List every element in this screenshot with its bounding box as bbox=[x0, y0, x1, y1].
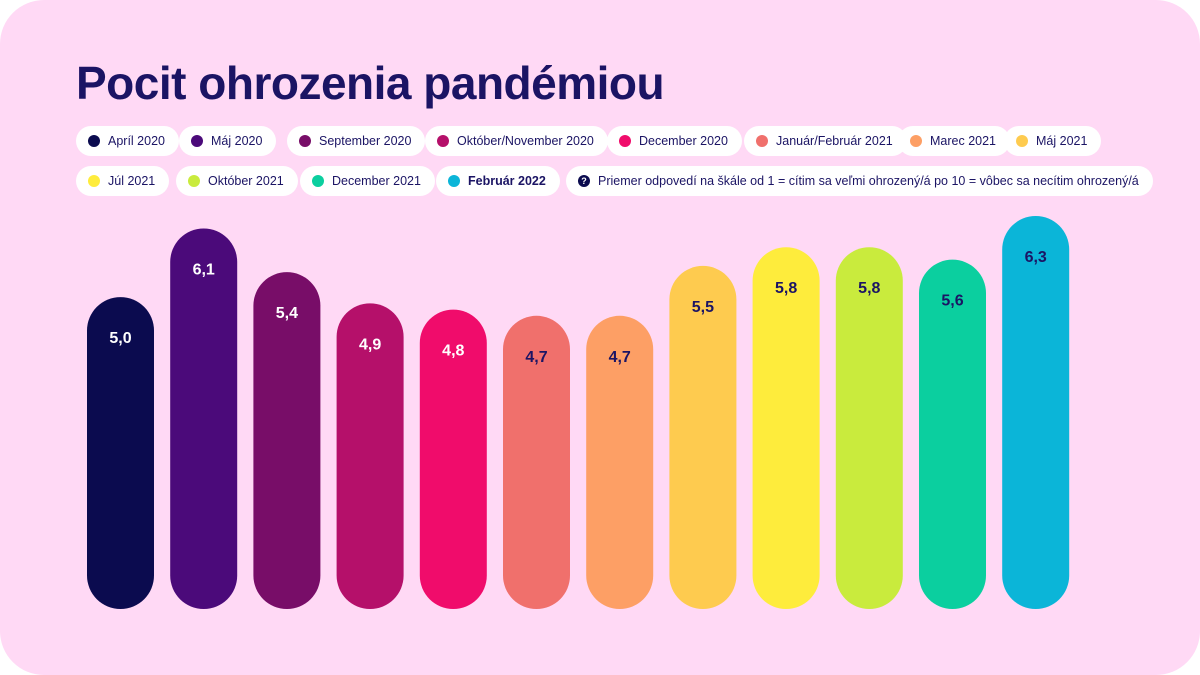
bar-11 bbox=[919, 259, 986, 609]
legend-label: Marec 2021 bbox=[930, 134, 997, 148]
bar-9 bbox=[752, 247, 820, 609]
bar-value-label: 4,9 bbox=[359, 336, 381, 353]
bar-value-label: 6,1 bbox=[193, 261, 215, 278]
legend-item-maj-2021: Máj 2021 bbox=[1004, 126, 1102, 156]
bar-7 bbox=[586, 315, 654, 609]
legend-swatch bbox=[188, 175, 200, 187]
scale-note-text: Priemer odpovedí na škále od 1 = cítim s… bbox=[598, 174, 1139, 188]
legend-label: December 2021 bbox=[332, 174, 421, 188]
bar-value-label: 5,0 bbox=[109, 330, 131, 347]
legend-item-september-2020: September 2020 bbox=[287, 126, 426, 156]
legend-label: Október 2021 bbox=[208, 174, 284, 188]
legend-swatch bbox=[88, 175, 100, 187]
bar-5 bbox=[419, 309, 487, 609]
bar-value-label: 4,7 bbox=[609, 349, 631, 366]
legend-label: Máj 2020 bbox=[211, 134, 263, 148]
legend-swatch bbox=[1016, 135, 1028, 147]
legend-item-marec-2021: Marec 2021 bbox=[898, 126, 1011, 156]
legend-scale-note: ? Priemer odpovedí na škále od 1 = cítim… bbox=[566, 166, 1153, 196]
legend-item-december-2020: December 2020 bbox=[607, 126, 742, 156]
legend-label: September 2020 bbox=[319, 134, 412, 148]
bar-value-label: 5,8 bbox=[858, 280, 880, 297]
bar-value-label: 4,7 bbox=[525, 349, 547, 366]
legend-item-januar-februar-2021: Január/Február 2021 bbox=[744, 126, 907, 156]
legend-item-december-2021: December 2021 bbox=[300, 166, 435, 196]
legend-swatch bbox=[756, 135, 768, 147]
legend-label: December 2020 bbox=[639, 134, 728, 148]
legend-item-maj-2020: Máj 2020 bbox=[179, 126, 277, 156]
bar-value-label: 6,3 bbox=[1025, 249, 1047, 266]
legend-swatch bbox=[299, 135, 311, 147]
legend-label: Apríl 2020 bbox=[108, 134, 165, 148]
legend-swatch bbox=[910, 135, 922, 147]
legend-label: Júl 2021 bbox=[108, 174, 156, 188]
legend-item-jul-2021: Júl 2021 bbox=[76, 166, 170, 196]
legend-label: Január/Február 2021 bbox=[776, 134, 893, 148]
bar-4 bbox=[336, 303, 404, 609]
legend-label: Október/November 2020 bbox=[457, 134, 594, 148]
bar-12 bbox=[1002, 216, 1070, 609]
legend-item-april-2020: Apríl 2020 bbox=[76, 126, 179, 156]
legend-swatch bbox=[437, 135, 449, 147]
bar-1 bbox=[87, 297, 154, 609]
legend-label: Máj 2021 bbox=[1036, 134, 1088, 148]
legend-item-oktober-2021: Október 2021 bbox=[176, 166, 298, 196]
legend-swatch bbox=[191, 135, 203, 147]
bar-6 bbox=[503, 315, 570, 609]
legend-item-oktober-november-2020: Október/November 2020 bbox=[425, 126, 608, 156]
legend-swatch bbox=[448, 175, 460, 187]
bar-10 bbox=[835, 247, 903, 609]
bar-value-label: 4,8 bbox=[442, 343, 464, 360]
bar-value-label: 5,6 bbox=[941, 293, 963, 310]
question-icon: ? bbox=[578, 175, 590, 187]
bar-2 bbox=[170, 228, 238, 609]
bar-value-label: 5,4 bbox=[276, 305, 298, 322]
legend-swatch bbox=[312, 175, 324, 187]
bar-value-label: 5,8 bbox=[775, 280, 797, 297]
bar-3 bbox=[253, 272, 321, 609]
legend-swatch bbox=[88, 135, 100, 147]
bar-8 bbox=[669, 265, 737, 609]
bar-value-label: 5,5 bbox=[692, 299, 714, 316]
legend-item-februar-2022: Február 2022 bbox=[436, 166, 560, 196]
chart-title: Pocit ohrozenia pandémiou bbox=[76, 57, 665, 109]
legend-label: Február 2022 bbox=[468, 174, 546, 188]
legend-swatch bbox=[619, 135, 631, 147]
